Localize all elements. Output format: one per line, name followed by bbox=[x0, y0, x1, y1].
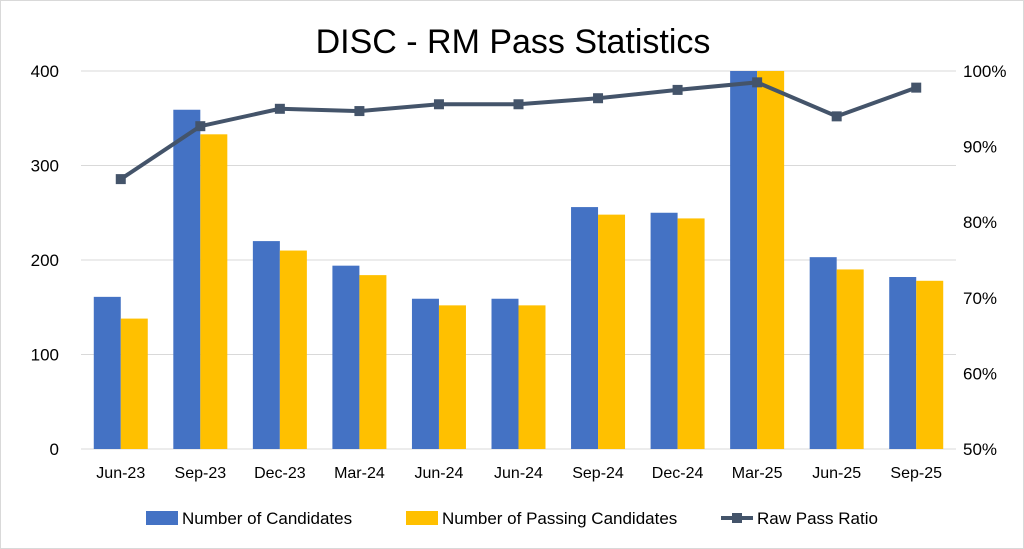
x-tick-label: Sep-25 bbox=[890, 465, 942, 482]
x-tick-label: Mar-25 bbox=[732, 465, 783, 482]
bar-number-of-passing-candidates bbox=[916, 280, 944, 449]
x-tick-label: Jun-24 bbox=[414, 465, 463, 482]
bar-number-of-passing-candidates bbox=[677, 218, 705, 449]
bar-number-of-passing-candidates bbox=[836, 269, 864, 449]
x-tick-label: Jun-24 bbox=[494, 465, 543, 482]
bar-number-of-passing-candidates bbox=[598, 214, 626, 449]
y2-tick-label: 50% bbox=[963, 440, 997, 459]
x-tick-label: Jun-25 bbox=[812, 465, 861, 482]
x-tick-label: Dec-24 bbox=[652, 465, 704, 482]
bar-number-of-passing-candidates bbox=[518, 305, 546, 449]
y2-tick-label: 100% bbox=[963, 62, 1006, 81]
line-marker bbox=[752, 77, 763, 88]
y-tick-label: 300 bbox=[31, 157, 59, 176]
y-tick-label: 200 bbox=[31, 251, 59, 270]
bar-number-of-candidates bbox=[173, 109, 201, 450]
bar-number-of-candidates bbox=[809, 257, 837, 449]
bar-number-of-passing-candidates bbox=[279, 250, 307, 449]
y-tick-label: 0 bbox=[50, 440, 59, 459]
bar-number-of-candidates bbox=[889, 277, 917, 449]
line-raw-pass-ratio bbox=[119, 80, 917, 181]
bar-number-of-candidates bbox=[491, 298, 519, 449]
bar-number-of-candidates bbox=[93, 296, 121, 449]
line-marker bbox=[672, 84, 683, 95]
y2-tick-label: 90% bbox=[963, 138, 997, 157]
y2-tick-label: 70% bbox=[963, 289, 997, 308]
x-tick-label: Sep-23 bbox=[175, 465, 227, 482]
x-tick-label: Mar-24 bbox=[334, 465, 385, 482]
legend-swatch bbox=[406, 511, 438, 525]
legend-label: Number of Candidates bbox=[182, 509, 352, 528]
line-marker bbox=[195, 121, 206, 132]
line-marker bbox=[354, 106, 365, 117]
bar-number-of-passing-candidates bbox=[120, 318, 148, 449]
bar-number-of-candidates bbox=[650, 212, 678, 449]
bar-number-of-candidates bbox=[332, 265, 360, 449]
x-tick-label: Jun-23 bbox=[96, 465, 145, 482]
line-marker bbox=[593, 93, 604, 104]
bar-number-of-candidates bbox=[730, 71, 758, 449]
bar-number-of-candidates bbox=[571, 207, 599, 449]
bar-number-of-passing-candidates bbox=[438, 305, 466, 449]
y-tick-label: 100 bbox=[31, 346, 59, 365]
line-marker bbox=[911, 82, 922, 93]
legend-label: Number of Passing Candidates bbox=[442, 509, 677, 528]
legend-marker bbox=[732, 513, 742, 523]
y2-tick-label: 80% bbox=[963, 213, 997, 232]
bar-number-of-candidates bbox=[411, 298, 439, 449]
chart-title: DISC - RM Pass Statistics bbox=[316, 23, 711, 61]
line-marker bbox=[513, 99, 524, 110]
y-tick-label: 400 bbox=[31, 62, 59, 81]
x-tick-label: Dec-23 bbox=[254, 465, 306, 482]
bar-number-of-candidates bbox=[252, 241, 280, 449]
legend-label: Raw Pass Ratio bbox=[757, 509, 878, 528]
bar-number-of-passing-candidates bbox=[200, 134, 228, 449]
line-marker bbox=[274, 103, 285, 114]
y2-tick-label: 60% bbox=[963, 364, 997, 383]
x-tick-label: Sep-24 bbox=[572, 465, 624, 482]
bar-number-of-passing-candidates bbox=[757, 71, 785, 449]
line-marker bbox=[433, 99, 444, 110]
line-marker bbox=[831, 111, 842, 122]
line-marker bbox=[115, 174, 126, 185]
legend-swatch bbox=[146, 511, 178, 525]
bar-number-of-passing-candidates bbox=[359, 275, 387, 449]
